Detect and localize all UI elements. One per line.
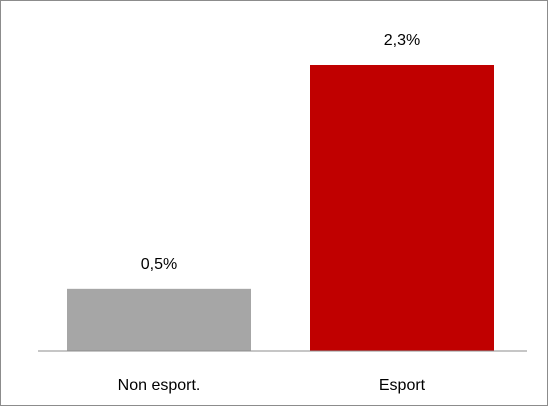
bar-esport	[310, 65, 494, 351]
value-label-esport: 2,3%	[384, 32, 420, 49]
bars-group	[67, 65, 494, 351]
category-labels-group: Non esport. Esport	[118, 377, 426, 394]
bar-non-esport	[67, 288, 251, 351]
value-labels-group: 0,5% 2,3%	[141, 32, 420, 273]
category-label-esport: Esport	[379, 377, 426, 394]
category-label-non-esport: Non esport.	[118, 377, 201, 394]
value-label-non-esport: 0,5%	[141, 256, 177, 273]
